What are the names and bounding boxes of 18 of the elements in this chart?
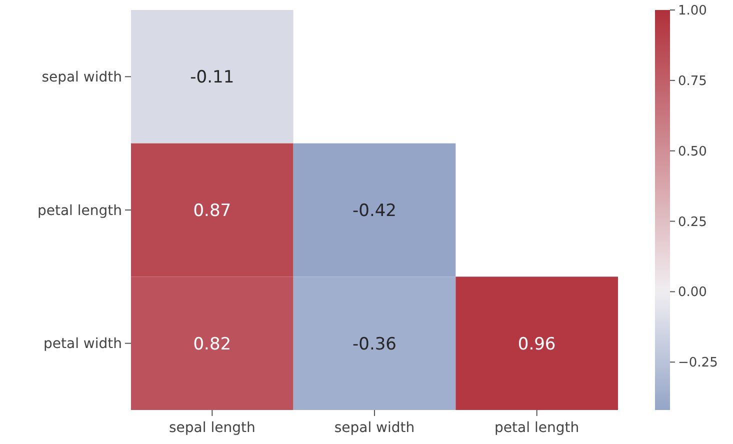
color-bar-label: 0.25	[678, 214, 707, 230]
color-bar-label: 0.50	[678, 144, 707, 160]
data-label: -0.42	[352, 200, 396, 221]
x-tick-label: sepal length	[168, 420, 256, 436]
color-bar-label: 1.00	[678, 4, 707, 19]
x-tick-label: petal length	[494, 420, 580, 436]
color-bar-label: −0.25	[678, 356, 718, 371]
data-label: 0.96	[518, 334, 556, 354]
x-tick-label: sepal width	[334, 420, 415, 436]
data-label: 0.87	[193, 200, 232, 221]
y-tick-label: petal width	[44, 336, 122, 352]
color-bar-label: 0.75	[678, 74, 707, 89]
data-label: -0.11	[190, 68, 234, 88]
data-label: 0.82	[193, 334, 232, 354]
y-tick-label: petal length	[37, 202, 122, 219]
color-bar-label: 0.00	[678, 285, 707, 300]
data-label: -0.36	[352, 334, 396, 354]
y-tick-label: sepal width	[42, 70, 122, 86]
